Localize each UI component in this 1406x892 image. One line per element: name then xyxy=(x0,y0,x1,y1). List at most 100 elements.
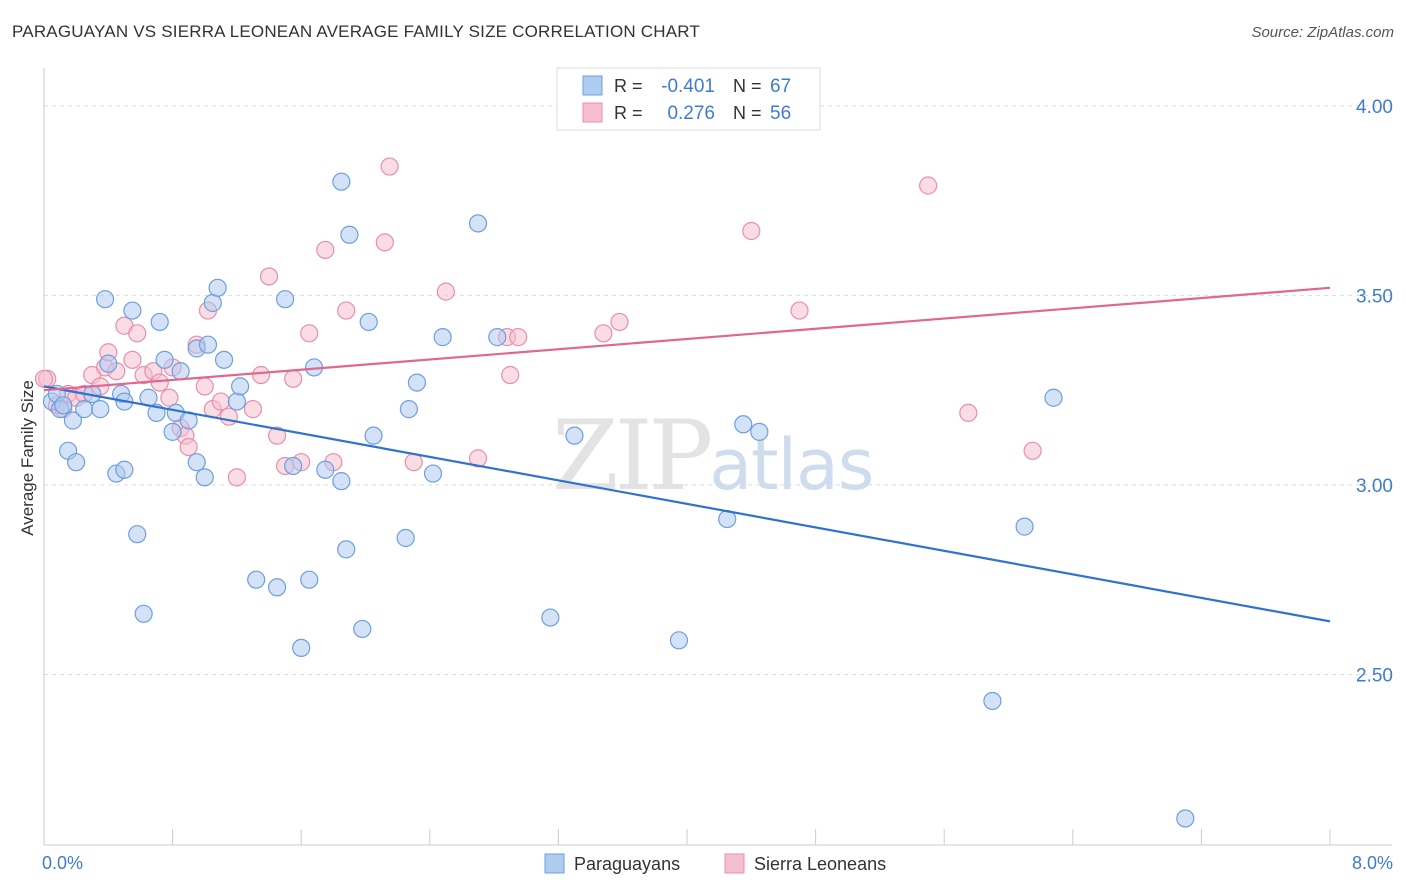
sierra-leonean-point xyxy=(251,365,271,385)
paraguayan-point xyxy=(99,354,118,373)
sierra-leonean-point xyxy=(267,426,287,445)
paraguayan-point xyxy=(396,528,415,548)
axes xyxy=(43,68,1392,846)
paraguayan-point xyxy=(734,415,753,434)
paraguayan-point xyxy=(332,472,351,491)
sierra-leonean-point xyxy=(959,403,978,423)
sierra-leonean-point xyxy=(742,221,761,241)
chart-source: Source: ZipAtlas.com xyxy=(1251,24,1394,41)
sierra-leonean-point xyxy=(219,407,238,426)
paraguayan-point xyxy=(150,312,169,332)
paraguayan-point xyxy=(488,328,507,347)
legend-sierra-leoneans-swatch xyxy=(724,853,745,874)
paraguayan-point xyxy=(337,540,356,559)
legend-pink-swatch xyxy=(582,102,603,123)
paraguayan-point xyxy=(247,570,266,589)
paraguayan-point xyxy=(134,604,153,623)
paraguayan-point xyxy=(203,293,222,313)
paraguayan-point xyxy=(423,464,443,483)
sierra-leonean-point xyxy=(404,453,423,472)
paraguayan-point xyxy=(353,619,372,639)
paraguayan-point xyxy=(208,278,227,297)
sierra-leonean-point xyxy=(594,324,613,343)
sierra-leonean-point xyxy=(501,365,520,385)
sierra-leonean-point xyxy=(375,233,394,252)
sierra-leonean-point xyxy=(919,176,938,195)
paraguayan-point xyxy=(198,335,218,354)
legend-blue-r-label: R = xyxy=(614,76,643,96)
paraguayan-point xyxy=(300,570,319,589)
legend-blue-n-label: N = xyxy=(733,76,762,96)
paraguayan-point xyxy=(276,290,295,309)
sierra-leonean-point xyxy=(284,369,303,388)
paraguayans-trend-line xyxy=(43,385,1331,623)
sierra-leonean-point xyxy=(179,437,198,457)
paraguayan-point xyxy=(231,377,250,396)
paraguayan-point xyxy=(227,392,246,411)
paraguayan-point xyxy=(187,453,206,472)
x-tick-label-min: 0.0% xyxy=(42,853,83,873)
legend-stats: R = -0.401 N = 67 R = 0.276 N = 56 xyxy=(556,67,821,131)
paraguayan-point xyxy=(95,290,115,309)
chart-title: PARAGUAYAN VS SIERRA LEONEAN AVERAGE FAM… xyxy=(12,22,701,41)
paraguayan-point xyxy=(115,460,134,479)
paraguayan-point xyxy=(565,426,584,445)
paraguayan-point xyxy=(340,225,359,244)
sierra-leonean-point xyxy=(300,324,319,343)
paraguayan-point xyxy=(67,453,86,472)
sierra-leonean-point xyxy=(243,400,263,419)
paraguayan-point xyxy=(54,396,73,415)
paraguayan-point xyxy=(669,631,689,650)
sierra-leonean-point xyxy=(1023,441,1042,460)
sierra-leonean-point xyxy=(150,373,169,392)
legend-pink-r-label: R = xyxy=(614,103,643,123)
legend-blue-r-value: -0.401 xyxy=(661,76,715,97)
sierra-leonean-point xyxy=(259,267,279,286)
sierra-leonean-point xyxy=(123,350,142,369)
sierra-leonean-point xyxy=(380,157,399,176)
y-tick-labels: 2.50 3.00 3.50 4.00 xyxy=(1356,97,1393,687)
paraguayan-point xyxy=(364,426,383,445)
paraguayan-point xyxy=(750,422,769,441)
paraguayan-point xyxy=(214,350,234,369)
paraguayan-point xyxy=(1015,517,1034,536)
legend-blue-swatch xyxy=(582,75,603,96)
y-tick-label: 2.50 xyxy=(1356,665,1393,686)
paraguayan-point xyxy=(195,468,214,487)
y-tick-label: 3.00 xyxy=(1356,476,1393,497)
sierra-leonean-point xyxy=(195,377,214,396)
series-paraguayans xyxy=(42,172,1195,828)
x-ticks xyxy=(172,829,1331,845)
y-tick-label: 3.50 xyxy=(1356,286,1393,307)
y-tick-label: 4.00 xyxy=(1356,97,1393,118)
legend-blue-n-value: 67 xyxy=(770,76,791,97)
legend-paraguayans-label: Paraguayans xyxy=(574,854,680,874)
paraguayan-point xyxy=(171,362,190,381)
sierra-leonean-point xyxy=(790,301,809,320)
sierra-leoneans-trend-line xyxy=(43,286,1331,392)
paraguayan-point xyxy=(284,456,303,476)
paraguayan-point xyxy=(63,411,83,430)
paraguayan-point xyxy=(433,328,452,347)
paraguayan-point xyxy=(468,214,488,233)
paraguayan-point xyxy=(267,578,287,597)
legend-pink-n-value: 56 xyxy=(770,103,791,124)
paraguayan-point xyxy=(91,400,110,419)
watermark-sub: atlas xyxy=(709,424,874,506)
sierra-leonean-point xyxy=(227,468,246,487)
sierra-leonean-point xyxy=(610,312,629,332)
y-axis-label: Average Family Size xyxy=(18,380,37,536)
sierra-leonean-point xyxy=(468,449,488,468)
paraguayan-point xyxy=(163,422,182,441)
legend-pink-r-value: 0.276 xyxy=(667,103,715,124)
sierra-leonean-point xyxy=(509,328,528,347)
sierra-leonean-point xyxy=(316,240,335,260)
paraguayan-point xyxy=(399,400,419,419)
paraguayan-point xyxy=(128,525,147,544)
paraguayan-point xyxy=(359,312,378,332)
legend-series: Paraguayans Sierra Leoneans xyxy=(544,853,886,874)
paraguayan-point xyxy=(75,400,94,419)
paraguayan-point xyxy=(332,172,351,191)
legend-paraguayans-swatch xyxy=(544,853,565,874)
